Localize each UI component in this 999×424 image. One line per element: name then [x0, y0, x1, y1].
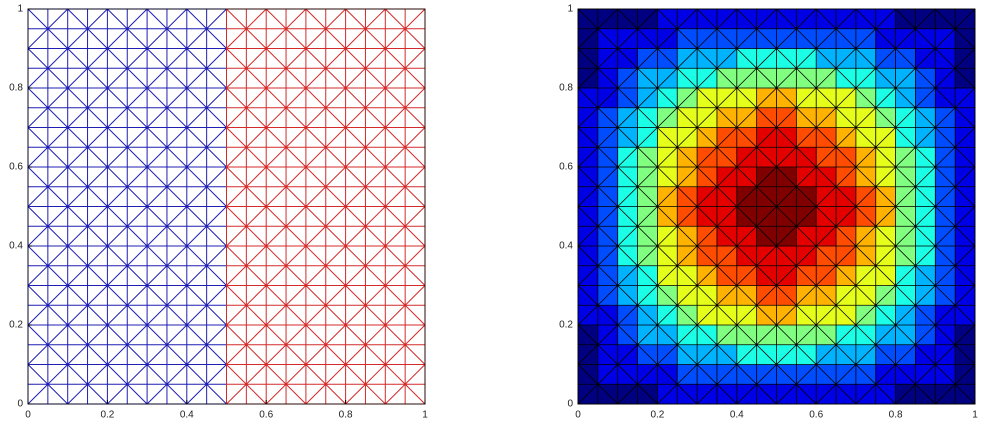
x-tick-label: 0.4 [730, 410, 744, 421]
mesh [577, 8, 976, 405]
x-tick-label: 0 [25, 410, 31, 421]
x-tick-label: 0.2 [650, 410, 664, 421]
y-tick-label: 0 [567, 399, 573, 410]
x-tick-label: 0.8 [339, 410, 353, 421]
mesh-region [226, 8, 426, 405]
mesh-region [27, 8, 227, 405]
y-tick-label: 0.4 [559, 241, 573, 252]
y-tick-label: 0.6 [559, 162, 573, 173]
x-tick-label: 0 [575, 410, 581, 421]
x-tick-label: 0.2 [100, 410, 114, 421]
y-tick-label: 0.4 [9, 241, 23, 252]
y-tick-label: 0.8 [9, 83, 23, 94]
x-tick-label: 0.6 [259, 410, 273, 421]
y-tick-label: 0 [17, 399, 23, 410]
y-tick-label: 0.2 [559, 320, 573, 331]
axes-frame [577, 8, 976, 405]
x-tick-label: 1 [972, 410, 978, 421]
y-tick-label: 0.2 [9, 320, 23, 331]
x-tick-label: 1 [422, 410, 428, 421]
axes-frame [27, 8, 426, 405]
y-tick-label: 1 [17, 4, 23, 15]
y-tick-label: 0.6 [9, 162, 23, 173]
x-tick-label: 0.4 [180, 410, 194, 421]
y-tick-label: 1 [567, 4, 573, 15]
x-tick-label: 0.8 [889, 410, 903, 421]
y-tick-label: 0.8 [559, 83, 573, 94]
x-tick-label: 0.6 [809, 410, 823, 421]
